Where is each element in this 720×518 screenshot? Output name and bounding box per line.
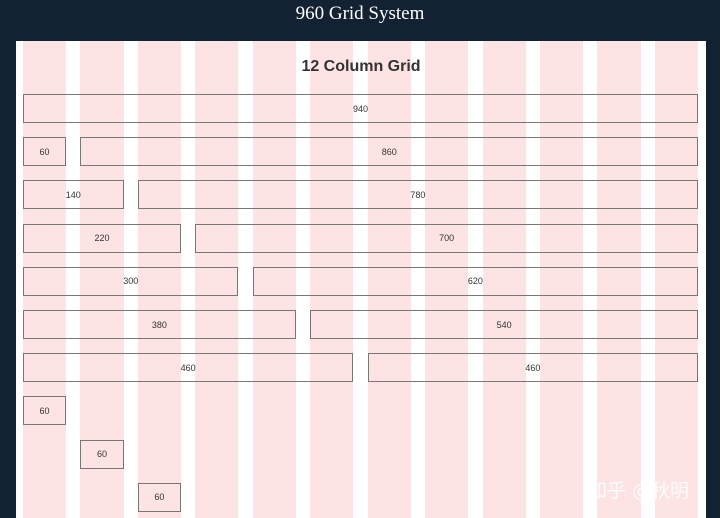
grid-column xyxy=(654,41,698,518)
grid-box: 940 xyxy=(23,94,698,123)
grid-column xyxy=(23,41,67,518)
grid-column xyxy=(597,41,641,518)
grid-box: 60 xyxy=(23,396,67,426)
grid-column xyxy=(310,41,354,518)
grid-box: 60 xyxy=(23,137,67,167)
grid-box: 620 xyxy=(252,266,698,296)
grid-box: 140 xyxy=(23,180,124,210)
grid-box: 300 xyxy=(23,266,239,296)
grid-column xyxy=(540,41,584,518)
watermark: 知乎 @秋明 xyxy=(588,480,690,502)
grid-box: 460 xyxy=(23,353,354,383)
grid-column xyxy=(195,41,239,518)
grid-box: 60 xyxy=(80,439,124,469)
grid-box: 540 xyxy=(310,310,698,339)
grid-box: 460 xyxy=(367,353,698,383)
grid-box: 60 xyxy=(137,482,181,512)
grid-column xyxy=(482,41,526,518)
grid-column xyxy=(80,41,124,518)
grid-box: 700 xyxy=(195,223,698,253)
grid-column xyxy=(137,41,181,518)
grid-column xyxy=(252,41,296,518)
grid-box: 220 xyxy=(23,223,181,253)
grid-box: 380 xyxy=(23,310,296,339)
panel-title: 12 Column Grid xyxy=(301,58,421,75)
grid-box: 860 xyxy=(80,137,698,167)
grid-column xyxy=(425,41,469,518)
grid-panel: 12 Column Grid 940 60 860 140 780 220 700 300 62… xyxy=(16,41,706,518)
grid-box: 780 xyxy=(137,180,698,210)
page-header: 960 Grid System xyxy=(295,3,425,24)
grid-column xyxy=(367,41,411,518)
